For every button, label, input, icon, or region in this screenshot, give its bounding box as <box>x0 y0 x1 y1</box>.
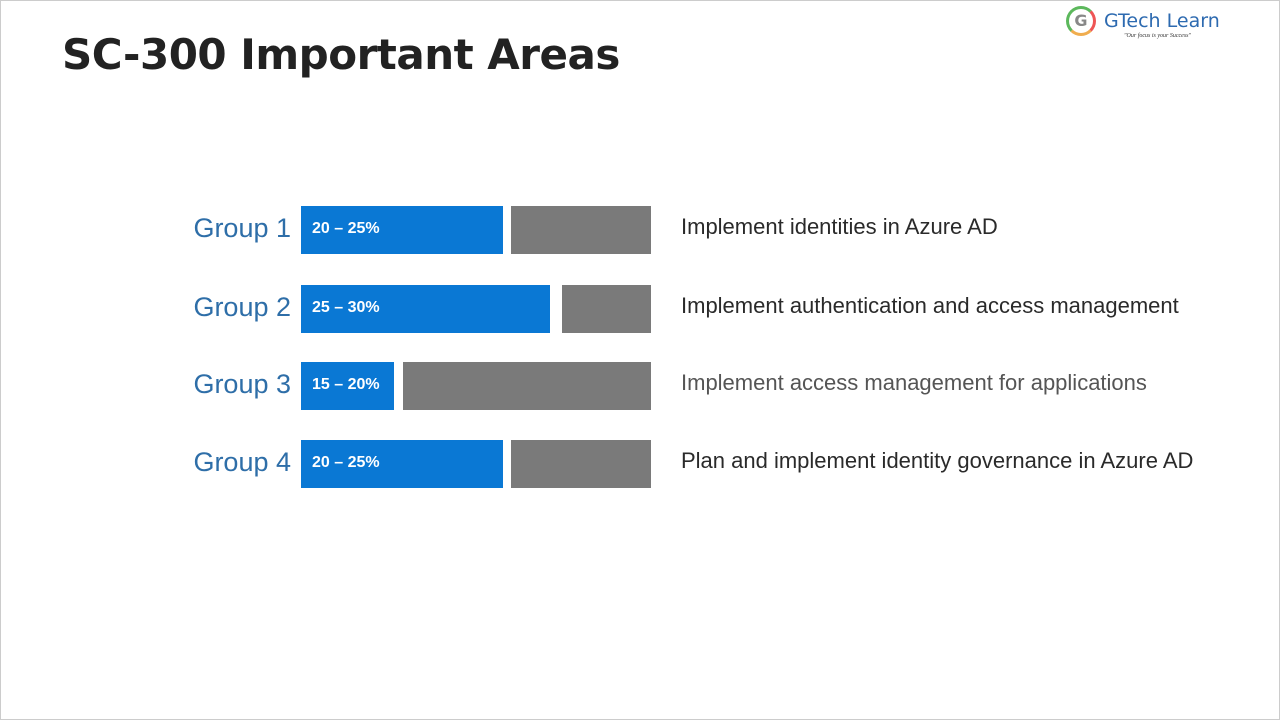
range-bar: 20 – 25% <box>301 206 503 254</box>
group-row: Group 2 25 – 30% Implement authentication … <box>0 285 1280 333</box>
remainder-bar <box>562 285 651 333</box>
group-label: Group 1 <box>193 213 291 243</box>
slide-title: SC-300 Important Areas <box>62 30 620 79</box>
remainder-bar <box>403 362 651 410</box>
logo: G GTech Learn "Our focus is your Success… <box>1066 6 1226 46</box>
group-label: Group 2 <box>193 292 291 322</box>
group-description: Implement identities in Azure AD <box>681 214 998 239</box>
range-bar: 25 – 30% <box>301 285 550 333</box>
group-row: Group 3 15 – 20% Implement access manageme… <box>0 362 1280 410</box>
range-bar: 15 – 20% <box>301 362 394 410</box>
logo-tagline: "Our focus is your Success" <box>1124 33 1192 39</box>
group-description: Implement access management for applicat… <box>681 370 1147 395</box>
group-description: Implement authentication and access mana… <box>681 293 1179 318</box>
logo-icon: G <box>1066 6 1096 36</box>
group-label: Group 3 <box>193 369 291 399</box>
group-row: Group 4 20 – 25% Plan and implement identi… <box>0 440 1280 488</box>
remainder-bar <box>511 206 651 254</box>
logo-name: GTech Learn <box>1104 10 1220 32</box>
range-bar: 20 – 25% <box>301 440 503 488</box>
group-label: Group 4 <box>193 447 291 477</box>
remainder-bar <box>511 440 651 488</box>
group-description: Plan and implement identity governance i… <box>681 448 1194 473</box>
group-row: Group 1 20 – 25% Implement identities in A… <box>0 206 1280 254</box>
